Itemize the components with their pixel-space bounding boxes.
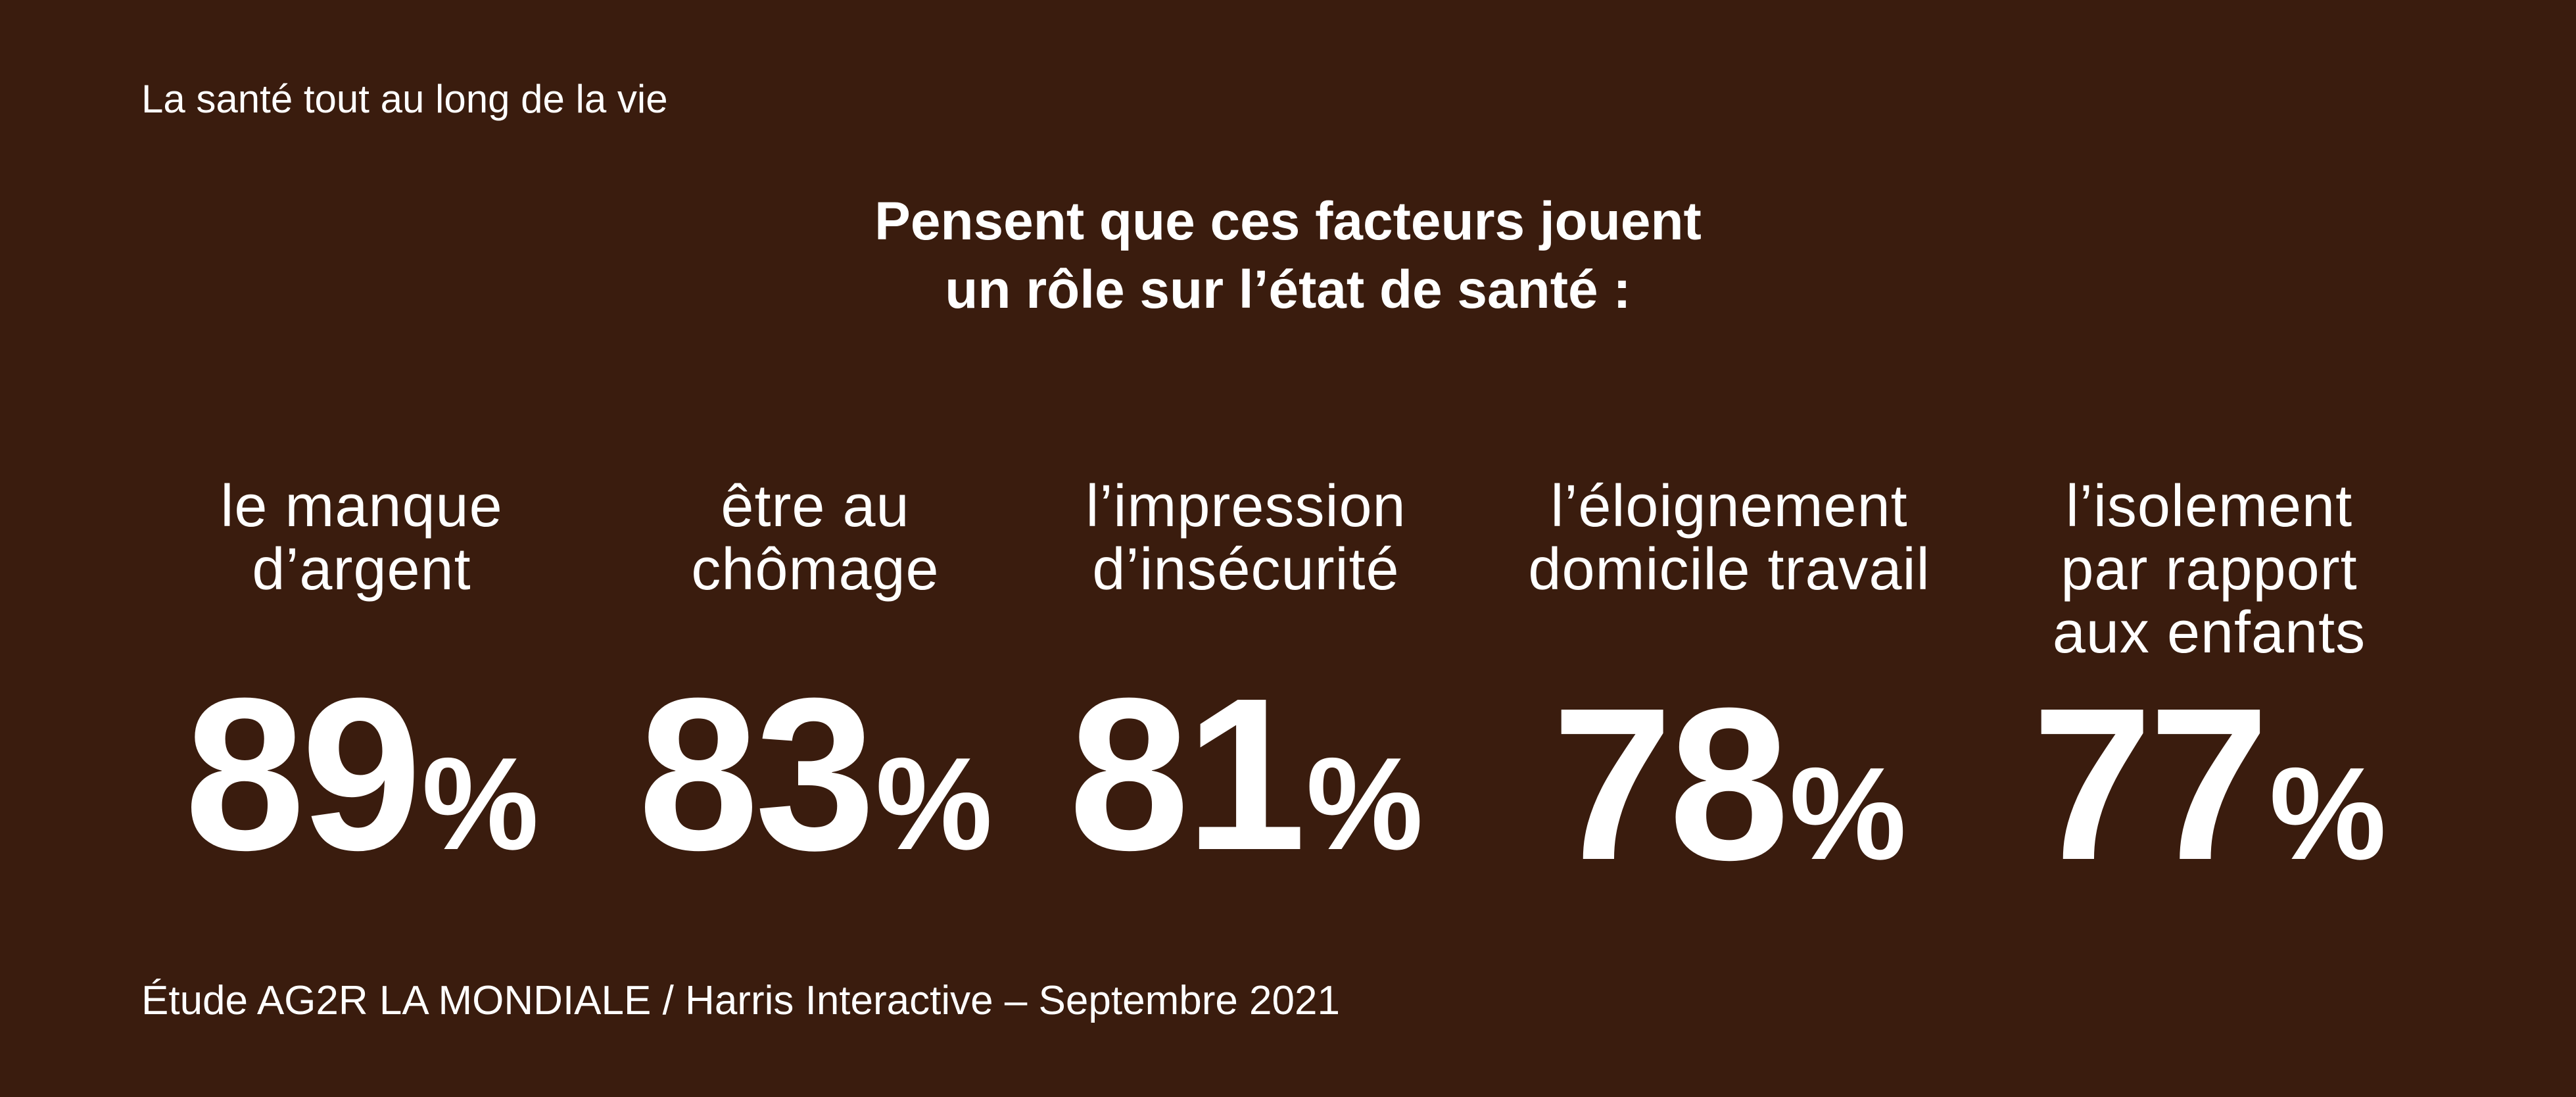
stat-number: 81 [1068, 652, 1306, 895]
stat-number: 89 [184, 652, 422, 895]
stat-label-line: le manque [220, 474, 503, 539]
stat-label-line: d’insécurité [1092, 537, 1400, 602]
stat-isolement: l’isolement par rapport aux enfants 77% [1979, 475, 2439, 892]
headline-line-2: un rôle sur l’état de santé : [945, 260, 1631, 320]
stat-percent-sign: % [1306, 731, 1423, 877]
source-citation: Étude AG2R LA MONDIALE / Harris Interact… [141, 978, 1340, 1023]
stat-manque-argent: le manque d’argent 89% [131, 475, 592, 883]
stat-value: 78% [1499, 675, 1959, 892]
stat-value: 77% [1979, 675, 2439, 892]
stat-label-line: l’isolement [2065, 474, 2353, 539]
stat-label-line: domicile travail [1528, 537, 1930, 602]
stat-value: 83% [585, 666, 1045, 883]
stat-chomage: être au chômage 83% [585, 475, 1045, 883]
stat-insecurite: l’impression d’insécurité 81% [1016, 475, 1476, 883]
stat-label: le manque d’argent [131, 475, 592, 601]
stat-value: 81% [1016, 666, 1476, 883]
kicker-text: La santé tout au long de la vie [141, 77, 668, 121]
stat-label: l’isolement par rapport aux enfants [1979, 475, 2439, 664]
stat-label-line: être au [721, 474, 910, 539]
stat-label-line: l’impression [1085, 474, 1406, 539]
stat-label: être au chômage [585, 475, 1045, 601]
stat-percent-sign: % [2269, 741, 2387, 887]
stat-label: l’éloignement domicile travail [1499, 475, 1959, 601]
stat-number: 83 [638, 652, 876, 895]
stat-label: l’impression d’insécurité [1016, 475, 1476, 601]
headline-line-1: Pensent que ces facteurs jouent [874, 191, 1702, 251]
headline: Pensent que ces facteurs jouent un rôle … [0, 187, 2576, 324]
stat-number: 78 [1552, 662, 1790, 905]
stat-percent-sign: % [421, 731, 539, 877]
stat-value: 89% [131, 666, 592, 883]
stat-label-line: l’éloignement [1550, 474, 1908, 539]
stat-eloignement: l’éloignement domicile travail 78% [1499, 475, 1959, 892]
stat-percent-sign: % [875, 731, 993, 877]
stat-label-line: chômage [691, 537, 940, 602]
stat-label-line: par rapport [2061, 537, 2358, 602]
stat-percent-sign: % [1789, 741, 1907, 887]
stat-label-line: d’argent [252, 537, 471, 602]
stat-label-line: aux enfants [2052, 600, 2366, 666]
stat-number: 77 [2032, 662, 2270, 905]
